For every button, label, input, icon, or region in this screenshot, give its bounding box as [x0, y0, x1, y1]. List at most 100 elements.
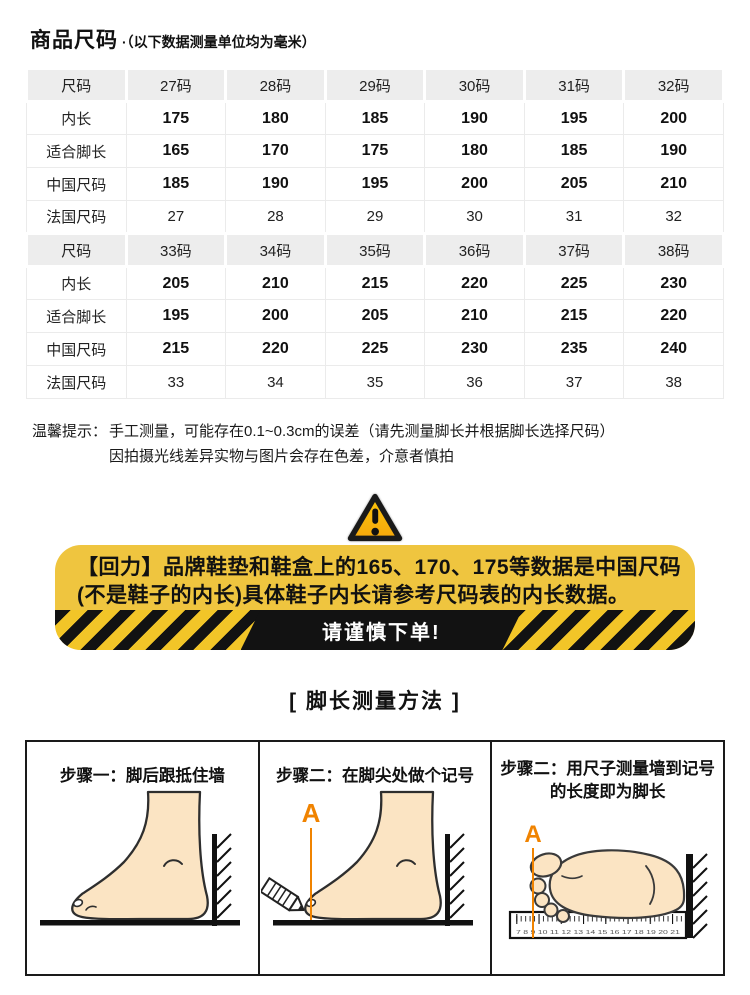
value-cell: 205 — [125, 266, 227, 300]
mark-toe-illustration: A — [261, 790, 473, 926]
table-header-cell: 34码 — [224, 232, 327, 268]
table-header-cell: 尺码 — [25, 67, 128, 103]
value-cell: 31 — [523, 200, 625, 234]
ground-line — [40, 920, 241, 926]
value-cell: 170 — [225, 134, 326, 168]
reminder-note: 温馨提示： 手工测量，可能存在0.1~0.3cm的误差（请先测量脚长并根据脚长选… — [32, 419, 614, 469]
hazard-stripe-bar: 请谨慎下单! — [55, 610, 695, 650]
table-header-cell: 31码 — [522, 67, 626, 103]
table-row: 中国尺码 215 220 225 230 235 240 — [26, 332, 724, 366]
value-cell: 35 — [324, 365, 426, 399]
wall-hatching — [449, 833, 465, 919]
page-title-main: 商品尺码 — [30, 29, 118, 52]
wall-hatching — [691, 853, 708, 939]
value-cell: 220 — [424, 266, 525, 300]
value-cell: 190 — [424, 101, 525, 135]
marker-a-label: A — [302, 798, 321, 828]
size-table-body: 尺码 27码 28码 29码 30码 31码 32码 内长 175 180 185 190 195 200… — [25, 67, 725, 399]
hazard-center-plate: 请谨慎下单! — [240, 610, 523, 650]
measure-section-title: [ 脚长测量方法 ] — [289, 690, 461, 713]
value-cell: 205 — [324, 299, 426, 333]
row-label-cell: 中国尺码 — [26, 167, 127, 201]
brand-warning-banner: 【回力】品牌鞋垫和鞋盒上的165、170、175等数据是中国尺码 (不是鞋子的内… — [55, 545, 695, 650]
value-cell: 195 — [324, 167, 426, 201]
ankle-arc — [396, 859, 416, 867]
value-cell: 195 — [523, 101, 625, 135]
value-cell: 190 — [225, 167, 326, 201]
value-cell: 28 — [225, 200, 326, 234]
table-row: 法国尺码 27 28 29 30 31 32 — [26, 200, 724, 234]
row-label-cell: 中国尺码 — [26, 332, 127, 366]
value-cell: 29 — [324, 200, 426, 234]
table-row: 法国尺码 33 34 35 36 37 38 — [26, 365, 724, 399]
value-cell: 210 — [623, 167, 724, 201]
wall-bar — [212, 834, 218, 926]
value-cell: 27 — [125, 200, 227, 234]
table-header-cell: 35码 — [323, 232, 427, 268]
value-cell: 240 — [623, 332, 724, 366]
table-header-cell: 29码 — [323, 67, 427, 103]
table-header-row: 尺码 33码 34码 35码 36码 37码 38码 — [25, 232, 725, 268]
table-header-cell: 33码 — [124, 232, 228, 268]
value-cell: 30 — [424, 200, 525, 234]
wall-bar — [445, 834, 450, 926]
value-cell: 230 — [623, 266, 724, 300]
value-cell: 200 — [623, 101, 724, 135]
table-row: 中国尺码 185 190 195 200 205 210 — [26, 167, 724, 201]
value-cell: 215 — [523, 299, 625, 333]
value-cell: 180 — [424, 134, 525, 168]
value-cell: 215 — [324, 266, 426, 300]
value-cell: 210 — [424, 299, 525, 333]
toe-crease — [85, 905, 98, 911]
step-3-panel: 步骤二：用尺子测量墙到记号 的长度即为脚长 7 8 9 10 11 12 13 … — [492, 742, 723, 974]
value-cell: 33 — [125, 365, 227, 399]
step-1-title: 步骤一：脚后跟抵住墙 — [59, 767, 225, 785]
table-header-cell: 37码 — [522, 232, 626, 268]
wall-hatching — [216, 833, 233, 919]
measure-steps-panel: 步骤一：脚后跟抵住墙 — [25, 740, 725, 976]
step-3-title-line2: 的长度即为脚长 — [549, 783, 666, 801]
value-cell: 235 — [523, 332, 625, 366]
value-cell: 230 — [424, 332, 525, 366]
table-header-cell: 尺码 — [25, 232, 128, 268]
page-title-subtitle: ·（以下数据测量单位均为毫米） — [122, 34, 316, 50]
value-cell: 32 — [623, 200, 724, 234]
banner-line2: (不是鞋子的内长)具体鞋子内长请参考尺码表的内长数据。 — [77, 584, 630, 607]
wall-bar — [685, 854, 693, 938]
value-cell: 215 — [125, 332, 227, 366]
page-title: 商品尺码 ·（以下数据测量单位均为毫米） — [30, 24, 316, 54]
ruler-numbers: 7 8 9 10 11 12 13 14 15 16 17 18 19 20 2… — [516, 930, 680, 936]
side-foot-shape — [304, 790, 442, 921]
table-header-cell: 36码 — [423, 232, 526, 268]
row-label-cell: 法国尺码 — [26, 200, 127, 234]
value-cell: 36 — [424, 365, 525, 399]
table-header-row: 尺码 27码 28码 29码 30码 31码 32码 — [25, 67, 725, 103]
step-3-title: 步骤二：用尺子测量墙到记号 的长度即为脚长 — [500, 758, 715, 804]
banner-strip-text: 请谨慎下单! — [322, 621, 441, 644]
top-view-foot — [529, 849, 685, 923]
side-foot-shape — [71, 790, 210, 921]
banner-line1: 【回力】品牌鞋垫和鞋盒上的165、170、175等数据是中国尺码 — [77, 556, 682, 579]
table-header-cell: 27码 — [124, 67, 228, 103]
row-label-cell: 内长 — [26, 266, 127, 300]
reminder-lines: 手工测量，可能存在0.1~0.3cm的误差（请先测量脚长并根据脚长选择尺码） 因… — [109, 419, 614, 469]
table-row: 适合脚长 195 200 205 210 215 220 — [26, 299, 724, 333]
value-cell: 37 — [523, 365, 625, 399]
step-1-panel: 步骤一：脚后跟抵住墙 — [27, 742, 260, 974]
value-cell: 175 — [324, 134, 426, 168]
reminder-line2: 因拍摄光线差异实物与图片会存在色差，介意者慎拍 — [109, 448, 455, 465]
value-cell: 210 — [225, 266, 326, 300]
table-header-cell: 38码 — [622, 232, 725, 268]
value-cell: 175 — [125, 101, 227, 135]
row-label-cell: 内长 — [26, 101, 127, 135]
value-cell: 185 — [523, 134, 625, 168]
ground-line — [273, 920, 473, 926]
value-cell: 200 — [225, 299, 326, 333]
ankle-arc — [163, 859, 184, 867]
value-cell: 185 — [324, 101, 426, 135]
pencil-icon — [261, 876, 305, 912]
reminder-label: 温馨提示： — [32, 423, 108, 440]
table-row: 内长 175 180 185 190 195 200 — [26, 101, 724, 135]
table-row: 适合脚长 165 170 175 180 185 190 — [26, 134, 724, 168]
step-2-title: 步骤二：在脚尖处做个记号 — [276, 767, 474, 785]
